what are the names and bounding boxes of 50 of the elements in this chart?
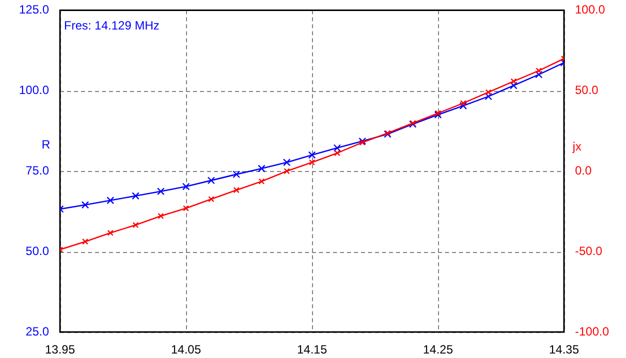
y2-tick-label: -100.0 <box>575 324 610 338</box>
point <box>81 201 89 209</box>
point <box>434 111 442 119</box>
point <box>434 110 442 116</box>
point <box>258 178 265 184</box>
point <box>484 92 492 100</box>
point <box>460 100 466 106</box>
y-tick-label: 75.0 <box>26 163 50 178</box>
y-tick-label: 50.0 <box>26 244 50 258</box>
point <box>158 212 164 220</box>
y-axis-title: R <box>42 138 51 152</box>
point <box>308 159 316 166</box>
y-tick-label: 125.0 <box>18 2 50 17</box>
point <box>132 192 140 200</box>
point <box>107 230 114 236</box>
y2-tick-label: -50.0 <box>575 244 603 258</box>
point <box>536 68 542 74</box>
point <box>232 170 240 178</box>
x-tick-label: 14.15 <box>296 342 328 357</box>
point <box>334 150 340 156</box>
point <box>485 89 492 96</box>
point <box>157 188 165 196</box>
x-tick-label: 14.05 <box>170 342 202 357</box>
point <box>459 102 467 110</box>
point <box>308 151 316 159</box>
point <box>510 82 518 90</box>
point <box>233 187 240 194</box>
point <box>82 238 88 245</box>
point <box>207 176 215 184</box>
point <box>106 196 114 204</box>
y2-tick-label: 0.0 <box>575 163 592 178</box>
x-tick-label: 14.35 <box>548 342 580 357</box>
point <box>535 70 543 78</box>
point <box>132 222 139 228</box>
point <box>182 205 190 212</box>
y-tick-label: 25.0 <box>26 324 50 338</box>
annotation: Fres: 14.129 MHz <box>64 18 160 33</box>
point <box>283 158 291 166</box>
point <box>208 196 214 202</box>
point <box>510 78 517 84</box>
x-tick-label: 14.25 <box>422 342 454 357</box>
x-tick-label: 13.95 <box>44 342 76 357</box>
point <box>333 144 341 152</box>
y2-tick-label: 100.0 <box>575 2 606 17</box>
point <box>284 168 290 174</box>
y2-axis-title: jx <box>572 140 582 154</box>
point <box>182 182 190 190</box>
y2-tick-label: 50.0 <box>575 82 599 97</box>
point <box>258 164 266 172</box>
y-tick-label: 100.0 <box>18 82 50 97</box>
